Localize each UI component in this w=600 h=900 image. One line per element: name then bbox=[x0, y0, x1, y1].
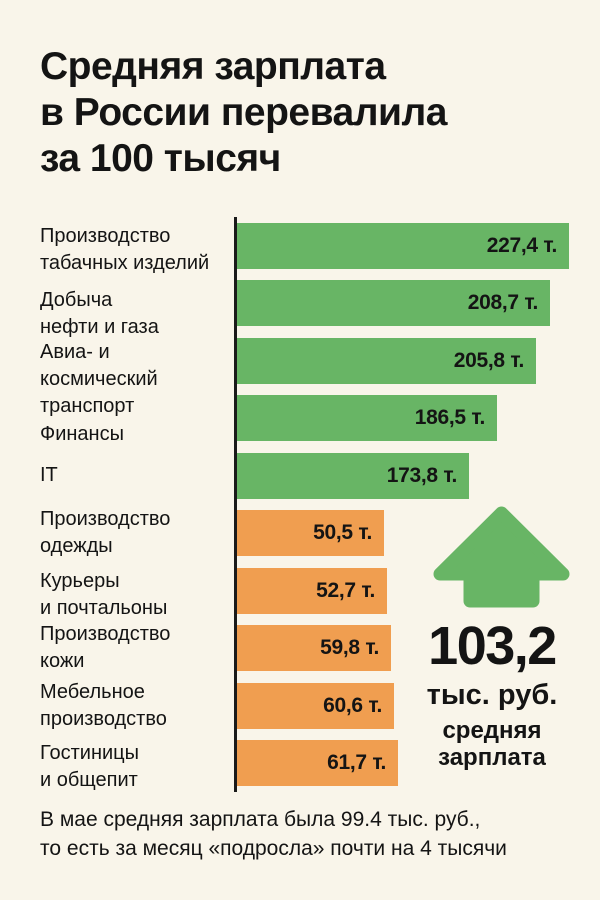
bar-value: 61,7 т. bbox=[327, 751, 386, 775]
footnote-line-2: то есть за месяц «подросла» почти на 4 т… bbox=[40, 836, 507, 860]
bar: 50,5 т. bbox=[237, 510, 384, 557]
bar-value: 173,8 т. bbox=[386, 463, 458, 487]
stat-value: 103,2 bbox=[428, 616, 557, 676]
bar: 60,6 т. bbox=[237, 682, 394, 729]
bar-track: 208,7 т. bbox=[234, 274, 585, 332]
bar-value: 52,7 т. bbox=[316, 578, 375, 602]
chart-row: Гостиницы и общепит 61,7 т. bbox=[40, 734, 585, 792]
bar-track: 52,7 т. bbox=[234, 562, 585, 620]
stat-caption-line-2: зарплата bbox=[438, 744, 546, 771]
bar-track: 186,5 т. bbox=[234, 389, 585, 447]
chart-row: Производство одежды 50,5 т. bbox=[40, 504, 585, 562]
bar-track: 60,6 т. bbox=[234, 677, 585, 735]
page-title: Средняя зарплата в России перевалила за … bbox=[40, 44, 447, 182]
category-label: Курьеры и почтальоны bbox=[40, 569, 168, 619]
bar-value: 60,6 т. bbox=[323, 693, 382, 717]
title-line-2: в России перевалила bbox=[40, 91, 447, 134]
bar-track: 50,5 т. bbox=[234, 504, 585, 562]
stat-caption: средняя зарплата bbox=[404, 717, 580, 771]
category-label: IT bbox=[40, 464, 58, 487]
bar: 227,4 т. bbox=[237, 222, 569, 269]
stat-unit: тыс. руб. bbox=[426, 679, 558, 711]
bar-track: 59,8 т. bbox=[234, 619, 585, 677]
average-salary-stat: 103,2 тыс. руб. средняя зарплата bbox=[404, 618, 580, 771]
bar-value: 186,5 т. bbox=[414, 406, 486, 430]
title-line-1: Средняя зарплата bbox=[40, 45, 386, 88]
category-label: Производство одежды bbox=[40, 508, 171, 558]
bar-track: 227,4 т. bbox=[234, 217, 585, 275]
bar-track: 205,8 т. bbox=[234, 332, 585, 390]
category-label: Финансы bbox=[40, 422, 124, 445]
category-label: Авиа- и космический транспорт bbox=[40, 341, 158, 418]
category-label: Производство кожи bbox=[40, 623, 171, 673]
footnote: В мае средняя зарплата была 99.4 тыс. ру… bbox=[40, 806, 570, 863]
chart-row: Курьеры и почтальоны 52,7 т. bbox=[40, 562, 585, 620]
bar-track: 173,8 т. bbox=[234, 447, 585, 505]
bar-value: 50,5 т. bbox=[313, 521, 372, 545]
bar-value: 227,4 т. bbox=[486, 233, 558, 257]
salary-bar-chart: Производство табачных изделий 227,4 т. Добы… bbox=[40, 217, 585, 792]
chart-row: IT 173,8 т. bbox=[40, 447, 585, 505]
chart-rows: Производство табачных изделий 227,4 т. Добы… bbox=[40, 217, 585, 792]
title-line-3: за 100 тысяч bbox=[40, 137, 281, 180]
bar: 208,7 т. bbox=[237, 280, 550, 327]
category-label: Производство табачных изделий bbox=[40, 224, 210, 274]
bar-value: 208,7 т. bbox=[467, 291, 539, 315]
chart-row: Финансы 186,5 т. bbox=[40, 389, 585, 447]
category-label: Гостиницы и общепит bbox=[40, 742, 139, 792]
footnote-line-1: В мае средняя зарплата была 99.4 тыс. ру… bbox=[40, 808, 481, 831]
bar-value: 59,8 т. bbox=[320, 636, 379, 660]
chart-row: Производство кожи 59,8 т. bbox=[40, 619, 585, 677]
bar: 205,8 т. bbox=[237, 337, 536, 384]
chart-row: Добыча нефти и газа 208,7 т. bbox=[40, 274, 585, 338]
bar-value: 205,8 т. bbox=[453, 348, 525, 372]
up-arrow-icon bbox=[433, 506, 570, 608]
category-label: Добыча нефти и газа bbox=[40, 289, 159, 339]
bar: 173,8 т. bbox=[237, 452, 469, 499]
stat-caption-line-1: средняя bbox=[442, 717, 542, 744]
chart-row: Авиа- и космический транспорт 205,8 т. bbox=[40, 332, 585, 417]
bar: 186,5 т. bbox=[237, 395, 497, 442]
chart-row: Производство табачных изделий 227,4 т. bbox=[40, 217, 585, 275]
chart-row: Мебельное производство 60,6 т. bbox=[40, 677, 585, 735]
bar-track: 61,7 т. bbox=[234, 734, 585, 792]
bar: 61,7 т. bbox=[237, 740, 398, 787]
category-label: Мебельное производство bbox=[40, 680, 167, 730]
bar: 52,7 т. bbox=[237, 567, 387, 614]
bar: 59,8 т. bbox=[237, 625, 391, 672]
